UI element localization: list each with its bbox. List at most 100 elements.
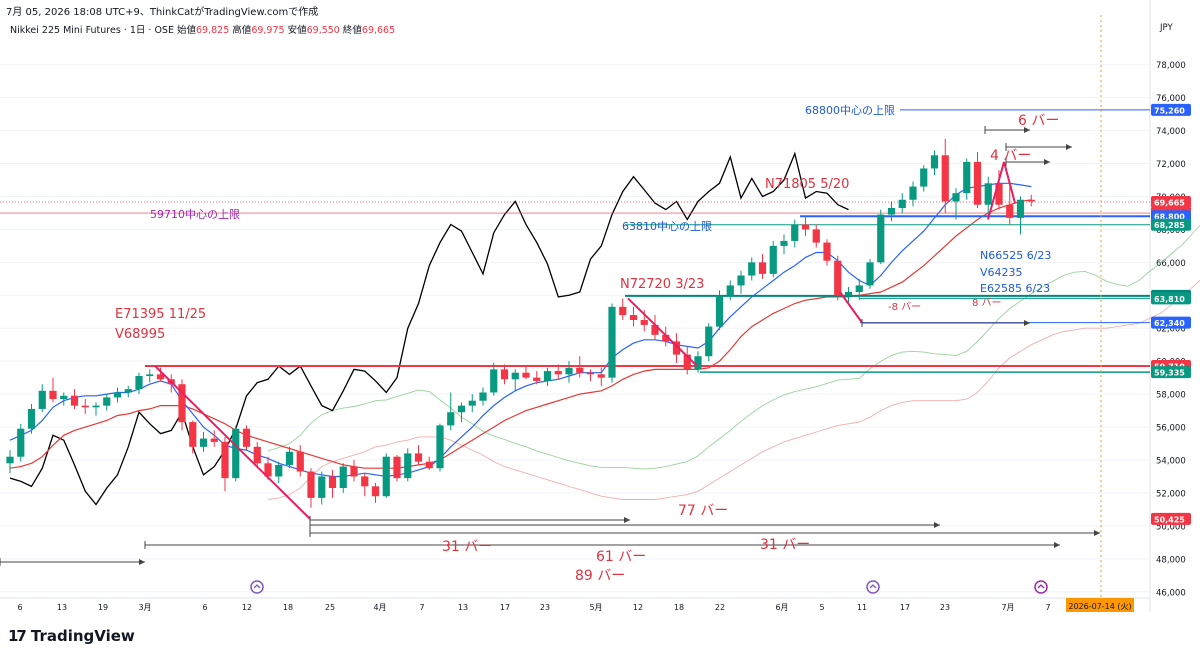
candle-body [6,456,14,464]
wave-line-down-1 [154,365,311,520]
candle-body [737,275,745,286]
x-tick-label: 6 [17,603,22,612]
candle-body [984,183,992,205]
candle-body [124,389,132,393]
candle-body [543,371,552,381]
y-tick-label: 78,000 [1156,61,1186,71]
annotation-label: 63810中心の上限 [622,220,712,233]
candle-body [436,425,444,469]
candle-body [49,390,57,400]
x-tick-label: 18 [674,603,684,612]
y-tick-label: 48,000 [1156,555,1186,565]
candle-body [425,461,433,469]
event-icon-ring [1034,580,1048,594]
candle-body [930,155,939,169]
measure-8bars [861,319,1030,327]
price-tag: 68,285 [1151,218,1191,231]
price-tag-box [1151,218,1191,231]
candle-body [941,155,949,202]
price-tag-box [1151,316,1191,329]
y-tick-label: 62,000 [1156,325,1186,335]
price-tag-label: 63,810 [1154,295,1185,304]
candle-body [952,193,960,202]
candle-body [189,422,197,447]
candle-body [490,369,498,393]
x-tick-label: 5月 [589,603,602,612]
candle-body [834,260,842,296]
date-marker: 2026-07-14 (火) [1066,598,1134,612]
candle-body [17,428,25,457]
y-tick-label: 74,000 [1156,127,1186,137]
x-tick-label: 11 [857,603,867,612]
candle-body [232,428,240,479]
candle-body [371,486,380,497]
candle-body [672,341,681,355]
measure-arrowhead [1044,159,1050,165]
currency-label: JPY [1159,23,1173,33]
candle-body [70,395,79,406]
x-tick-label: 19 [98,603,108,612]
measure-6bars-b [1005,143,1072,151]
measure-6bars [984,126,1030,134]
annotation-label: V64235 [980,266,1023,279]
candle-body [877,214,885,263]
candle-body [92,405,100,408]
y-tick-label: 52,000 [1156,489,1186,499]
annotation-label: 4 バー [990,148,1031,164]
y-tick-label: 54,000 [1156,457,1186,467]
candle-body [81,405,89,408]
y-tick-label: 76,000 [1156,94,1186,104]
close-value: 69,665 [361,25,396,36]
candle-body [113,392,122,398]
candle-body [780,240,788,246]
candle-body [27,408,36,429]
x-tick-label: 3月 [138,603,151,612]
x-tick-label: 22 [715,603,725,612]
candle-body [801,224,810,230]
candle-body [275,464,283,477]
candle-body [38,390,46,409]
candle-body [576,367,584,373]
candle-body [350,466,358,477]
price-tag-box [1151,103,1191,116]
x-tick-label: 12 [633,603,643,612]
x-tick-label: 12 [242,603,252,612]
y-tick-label: 56,000 [1156,424,1186,434]
measure-31bars-a [309,521,940,529]
x-tick-label: 18 [283,603,293,612]
low-value: 69,550 [306,25,340,36]
annotation-label: E62585 6/23 [980,282,1050,295]
annotation-label: 8 バー [972,297,1002,309]
tradingview-logo: 𝟭𝟳 TradingView [8,626,135,646]
candle-body [715,295,724,327]
candle-body [479,392,487,401]
y-tick-label: 58,000 [1156,391,1186,401]
candle-body [242,428,251,447]
y-tick-label: 72,000 [1156,160,1186,170]
y-tick-label: 66,000 [1156,259,1186,269]
annotation-label: N72720 3/23 [620,277,704,292]
price-tag-label: 50,425 [1154,515,1185,524]
measure-arrowhead [624,517,630,523]
annotation-label: 6 バー [1018,113,1059,129]
candle-body [887,208,896,215]
candle-body [468,400,476,406]
x-tick-label: 17 [500,603,510,612]
candle-body [586,372,595,375]
annotation-label: N71805 5/20 [765,177,849,192]
candle-body [318,476,326,498]
measure-arrowhead [1066,144,1072,150]
high-value: 69,975 [251,25,285,36]
brand-name: TradingView [30,627,135,645]
annotation-label: N66525 6/23 [980,249,1051,262]
measure-arrowhead [1054,542,1060,548]
candle-body [339,466,347,488]
annotation-label: 68800中心の上限 [805,104,895,117]
x-tick-label: 4月 [373,603,386,612]
wave-line-up-1 [987,161,1005,220]
event-icon [1034,580,1048,594]
measure-77bars [309,516,630,524]
price-tag: 59,335 [1151,366,1191,379]
candle-body [361,476,369,487]
